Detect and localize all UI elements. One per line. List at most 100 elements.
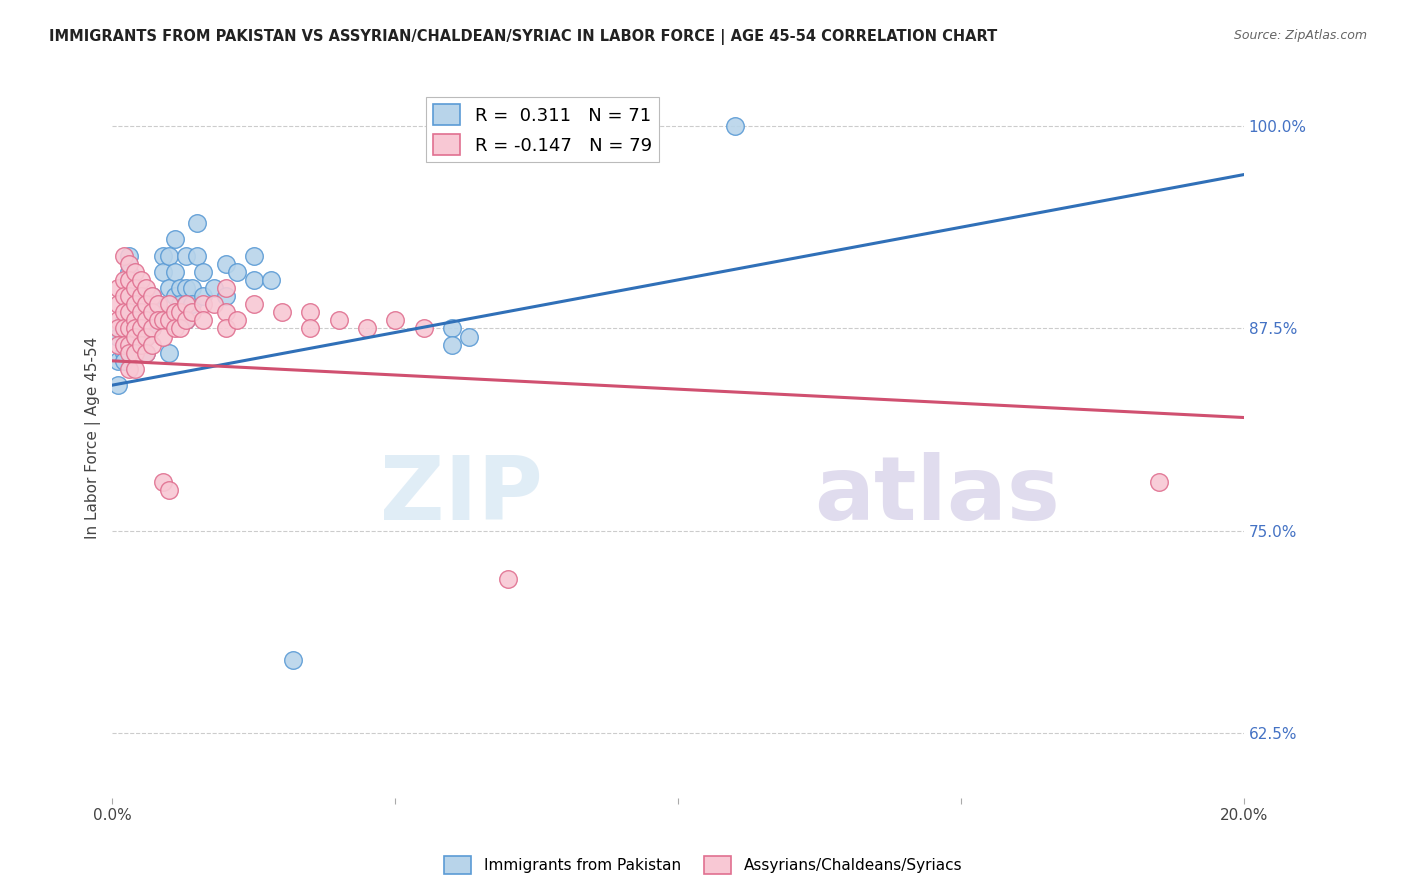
Point [174,249,197,263]
Point [214,257,236,271]
Point [135,305,157,319]
Point [146,313,169,327]
Point [124,362,146,376]
Point [107,329,129,343]
Point [163,321,186,335]
Point [135,313,157,327]
Point [180,305,202,319]
Point [271,305,294,319]
Point [214,305,236,319]
Point [118,321,141,335]
Point [112,249,135,263]
Point [118,273,141,287]
Point [124,281,146,295]
Point [135,321,157,335]
Point [118,329,141,343]
Point [124,297,146,311]
Point [112,329,135,343]
Point [107,354,129,368]
Point [328,313,350,327]
Point [174,313,197,327]
Point [225,313,247,327]
Point [174,281,197,295]
Point [118,345,141,359]
Point [135,345,157,359]
Point [214,321,236,335]
Point [440,321,463,335]
Point [299,305,322,319]
Point [157,281,180,295]
Point [169,281,191,295]
Point [157,483,180,498]
Point [107,313,129,327]
Point [124,313,146,327]
Point [152,249,174,263]
Point [112,289,135,303]
Point [243,273,266,287]
Point [191,289,214,303]
Point [157,345,180,359]
Point [107,321,129,335]
Point [129,305,152,319]
Point [124,329,146,343]
Point [118,289,141,303]
Point [163,305,186,319]
Point [129,273,152,287]
Point [129,289,152,303]
Point [135,329,157,343]
Point [457,329,479,343]
Point [124,321,146,335]
Point [141,337,163,351]
Point [163,289,186,303]
Point [118,313,141,327]
Point [135,281,157,295]
Point [124,313,146,327]
Point [180,281,202,295]
Point [124,281,146,295]
Point [152,313,174,327]
Point [129,337,152,351]
Point [146,305,169,319]
Legend: R =  0.311   N = 71, R = -0.147   N = 79: R = 0.311 N = 71, R = -0.147 N = 79 [426,97,659,162]
Point [107,337,129,351]
Point [129,321,152,335]
Point [157,249,180,263]
Point [107,297,129,311]
Point [141,305,163,319]
Point [356,321,378,335]
Point [129,321,152,335]
Point [440,337,463,351]
Point [112,273,135,287]
Text: IMMIGRANTS FROM PAKISTAN VS ASSYRIAN/CHALDEAN/SYRIAC IN LABOR FORCE | AGE 45-54 : IMMIGRANTS FROM PAKISTAN VS ASSYRIAN/CHA… [49,29,997,45]
Y-axis label: In Labor Force | Age 45-54: In Labor Force | Age 45-54 [86,336,101,539]
Point [118,265,141,279]
Point [112,354,135,368]
Text: ZIP: ZIP [380,452,543,539]
Point [384,313,406,327]
Point [191,265,214,279]
Point [141,289,163,303]
Point [214,281,236,295]
Point [141,313,163,327]
Point [124,297,146,311]
Point [146,313,169,327]
Point [174,297,197,311]
Point [1147,475,1170,490]
Point [129,305,152,319]
Point [112,305,135,319]
Point [135,329,157,343]
Point [107,281,129,295]
Point [118,257,141,271]
Point [191,297,214,311]
Point [498,573,520,587]
Point [135,345,157,359]
Point [141,305,163,319]
Point [124,265,146,279]
Point [186,249,208,263]
Point [118,337,141,351]
Point [124,337,146,351]
Point [152,265,174,279]
Point [157,313,180,327]
Point [163,232,186,246]
Point [412,321,434,335]
